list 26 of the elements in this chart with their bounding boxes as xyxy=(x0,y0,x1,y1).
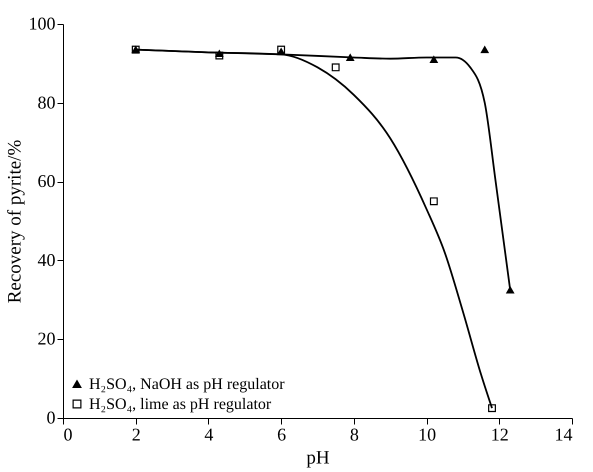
point xyxy=(215,52,224,60)
point xyxy=(488,404,496,412)
x-tick-label: 6 xyxy=(277,424,286,444)
point xyxy=(506,286,514,294)
x-tick-label: 8 xyxy=(350,424,359,444)
point xyxy=(430,56,438,63)
x-tick-label: 14 xyxy=(554,424,572,444)
y-tick-label: 80 xyxy=(38,92,56,112)
x-tick-label: 0 xyxy=(64,424,72,444)
legend-label: H₂SO₄, lime as pH regulator xyxy=(89,396,272,413)
y-tick-label: 0 xyxy=(46,408,56,428)
point xyxy=(430,197,438,206)
y-axis-title: Recovery of pyrite/% xyxy=(4,140,26,304)
y-tick-label: 100 xyxy=(28,14,56,34)
point xyxy=(332,63,340,72)
point xyxy=(480,46,489,54)
point xyxy=(346,54,354,61)
y-tick-label: 40 xyxy=(38,250,56,270)
y-tick-label: 20 xyxy=(38,328,56,349)
x-tick-label: 12 xyxy=(490,424,509,444)
x-tick-label: 2 xyxy=(132,424,141,444)
y-tick-label: 60 xyxy=(38,171,56,192)
x-tick-label: 10 xyxy=(418,424,436,444)
legend-label: H₂SO₄, NaOH as pH regulator xyxy=(89,376,286,393)
x-tick-label: 4 xyxy=(204,424,214,444)
x-axis-title: pH xyxy=(306,448,330,468)
